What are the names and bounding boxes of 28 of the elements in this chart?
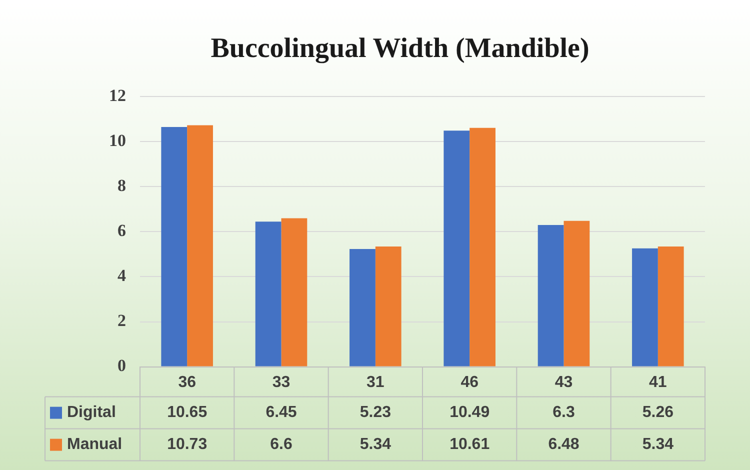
data-label: 5.34 [360, 436, 392, 454]
x-tick-label: 41 [649, 374, 667, 391]
data-label: 6.6 [270, 436, 292, 454]
y-tick-label: 10 [109, 131, 126, 150]
x-tick-label: 46 [460, 374, 479, 391]
x-tick-label: 31 [366, 374, 384, 391]
y-tick-label: 12 [109, 86, 126, 105]
y-tick-label: 8 [118, 176, 126, 196]
y-tick-label: 2 [118, 311, 126, 330]
legend-label: Manual [67, 436, 122, 454]
data-label: 10.73 [167, 436, 208, 454]
data-label: 10.49 [450, 404, 490, 422]
y-tick-label: 0 [118, 356, 126, 376]
x-tick-label: 36 [178, 374, 196, 391]
x-tick-label: 33 [272, 374, 290, 391]
data-label: 5.23 [360, 404, 392, 422]
legend-label: Digital [67, 404, 116, 422]
chart-title: Buccolingual Width (Mandible) [210, 33, 590, 64]
x-tick-label: 43 [554, 374, 573, 391]
y-tick-label: 6 [118, 221, 126, 240]
data-label: 6.45 [266, 404, 297, 422]
data-label: 5.34 [642, 436, 674, 454]
data-label: 10.61 [450, 436, 490, 454]
data-label: 5.26 [642, 404, 674, 422]
data-label: 6.48 [548, 436, 580, 454]
data-label: 6.3 [552, 404, 575, 422]
y-tick-label: 4 [118, 266, 126, 286]
data-label: 10.65 [167, 404, 208, 422]
